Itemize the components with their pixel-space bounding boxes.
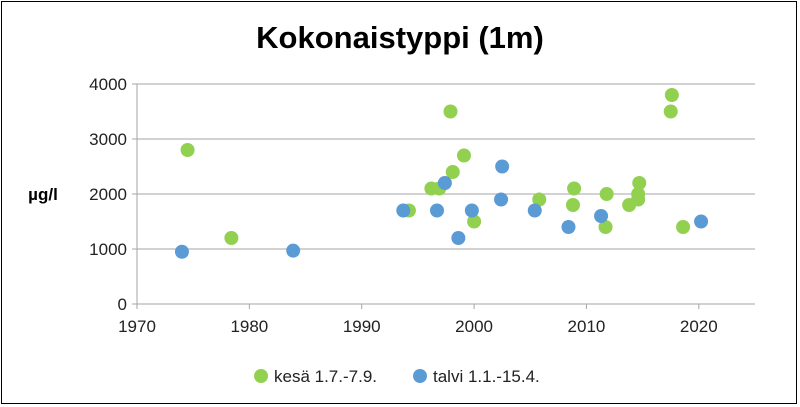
y-tick-label-1: 1000	[89, 240, 127, 259]
legend-marker-1	[413, 369, 427, 383]
chart-title: Kokonaistyppi (1m)	[256, 20, 544, 55]
point-series1-7	[495, 159, 510, 174]
point-series1-11	[594, 209, 609, 223]
point-series0-17	[632, 176, 647, 190]
point-series0-7	[456, 148, 471, 163]
point-series1-6	[464, 203, 479, 218]
point-series1-3	[430, 203, 445, 218]
point-series0-13	[598, 220, 613, 234]
point-series0-9	[532, 192, 547, 207]
point-series1-5	[451, 231, 466, 245]
y-axis-label: µg/l	[28, 185, 58, 204]
y-tick-label-3: 3000	[89, 130, 127, 149]
legend: kesä 1.7.-7.9. talvi 1.1.-15.4.	[254, 367, 540, 386]
point-series1-1	[286, 243, 301, 258]
point-series1-9	[527, 203, 542, 218]
y-tick-label-2: 2000	[89, 185, 127, 204]
axes	[132, 83, 755, 309]
x-tick-label-4: 2010	[568, 317, 606, 336]
data-points	[174, 88, 709, 259]
point-series1-4	[437, 176, 452, 190]
x-tick-label-0: 1970	[118, 317, 156, 336]
x-tick-label-3: 2000	[455, 317, 493, 336]
x-tick-labels: 1970 1980 1990 2000 2010 2020	[118, 317, 718, 336]
point-series1-0	[174, 244, 189, 259]
legend-label-1: talvi 1.1.-15.4.	[433, 367, 540, 386]
point-series1-12	[694, 214, 709, 229]
legend-label-0: kesä 1.7.-7.9.	[274, 367, 377, 386]
point-series0-11	[567, 181, 582, 196]
point-series0-6	[445, 165, 460, 179]
point-series0-1	[224, 231, 239, 245]
point-series0-5	[443, 104, 458, 119]
point-series1-10	[561, 220, 576, 234]
point-series0-16	[631, 187, 646, 201]
x-tick-label-2: 1990	[343, 317, 381, 336]
y-tick-labels: 0 1000 2000 3000 4000	[89, 75, 127, 314]
legend-marker-0	[254, 369, 268, 383]
point-series0-12	[599, 187, 614, 201]
point-series0-20	[676, 220, 691, 234]
point-series1-8	[494, 192, 509, 207]
point-series0-19	[663, 104, 678, 119]
y-tick-label-0: 0	[118, 295, 127, 314]
y-tick-label-4: 4000	[89, 75, 127, 94]
point-series0-18	[664, 88, 679, 102]
point-series0-8	[467, 214, 482, 229]
point-series0-0	[180, 143, 195, 157]
gridlines	[137, 83, 755, 250]
x-tick-label-5: 2020	[680, 317, 718, 336]
point-series0-10	[565, 198, 580, 212]
x-tick-label-1: 1980	[230, 317, 268, 336]
point-series1-2	[396, 203, 411, 218]
